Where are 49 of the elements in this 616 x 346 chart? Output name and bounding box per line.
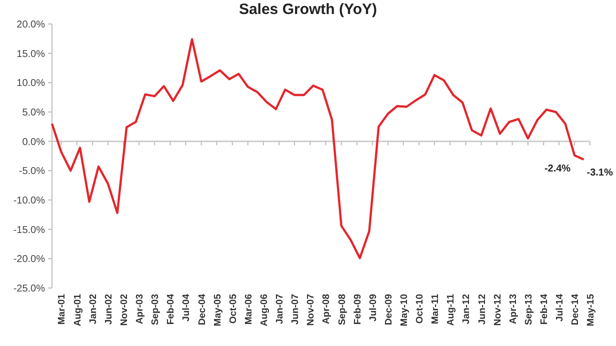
x-tick-label: Feb-14 <box>539 293 550 325</box>
x-tick-label: Oct-05 <box>228 293 239 324</box>
x-tick-label: Jul-09 <box>368 294 379 322</box>
x-tick-label: Aug-01 <box>72 293 84 326</box>
x-tick-label: Feb-09 <box>352 294 364 325</box>
y-tick-label: 5.0% <box>22 108 46 118</box>
x-tick-label: Jun-12 <box>476 294 488 325</box>
x-tick-label: Feb-04 <box>166 293 177 325</box>
x-tick-label: May-10 <box>398 294 410 326</box>
x-tick-label: Apr-03 <box>134 294 146 324</box>
x-tick-label: Nov-02 <box>119 294 130 326</box>
y-tick-label: 15.0% <box>16 48 46 60</box>
data-label: -2.4% <box>544 163 571 174</box>
x-tick-label: Jun-02 <box>103 294 114 325</box>
x-tick-label: Sep-08 <box>336 294 348 326</box>
x-tick-label: Sep-03 <box>150 294 162 326</box>
y-tick-label: -15.0% <box>13 224 46 236</box>
x-tick-label: Apr-13 <box>508 294 519 324</box>
x-tick-label: Mar-06 <box>243 294 254 325</box>
data-label: -3.1% <box>586 168 613 179</box>
x-tick-label: Dec-04 <box>196 293 208 326</box>
x-tick-label: Nov-07 <box>306 294 317 326</box>
x-tick-label: May-15 <box>586 293 596 326</box>
x-tick-label: Jan-07 <box>274 294 286 324</box>
x-tick-label: Apr-08 <box>321 294 332 324</box>
x-tick-label: Jan-02 <box>88 294 99 324</box>
y-tick-label: -10.0% <box>13 196 46 206</box>
y-tick-label: -20.0% <box>13 254 46 266</box>
x-tick-label: Aug-06 <box>258 294 270 326</box>
y-tick-label: -25.0% <box>13 284 46 294</box>
chart-title: Sales Growth (YoY) <box>238 1 378 18</box>
x-tick-label: Dec-09 <box>383 294 394 326</box>
x-tick-label: Mar-01 <box>56 293 68 325</box>
x-tick-label: Aug-11 <box>446 293 457 326</box>
x-tick-label: Mar-11 <box>430 293 441 324</box>
x-tick-label: Jan-12 <box>461 294 472 324</box>
x-tick-label: Jul-04 <box>181 293 192 322</box>
y-tick-label: 0.0% <box>22 136 46 148</box>
x-tick-label: Sep-13 <box>523 294 534 326</box>
x-tick-label: Oct-10 <box>414 294 426 324</box>
y-tick-label: 20.0% <box>16 20 46 30</box>
x-tick-label: May-05 <box>212 293 224 326</box>
x-tick-label: Jun-07 <box>290 294 302 325</box>
x-tick-label: Dec-14 <box>570 293 582 326</box>
y-tick-label: -5.0% <box>18 166 46 178</box>
x-tick-label: Nov-12 <box>492 294 504 326</box>
y-tick-label: 10.0% <box>16 78 46 90</box>
x-tick-label: Jul-14 <box>554 293 566 322</box>
line-series <box>50 38 585 260</box>
